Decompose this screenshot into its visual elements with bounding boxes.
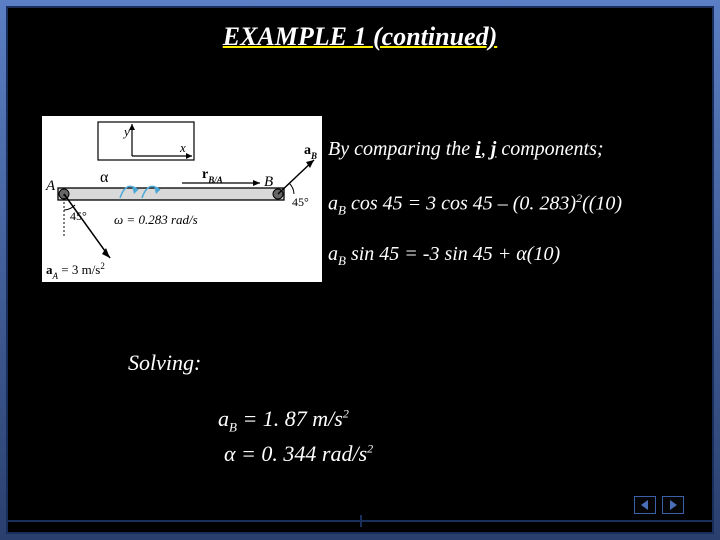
chevron-right-icon — [667, 499, 679, 511]
chevron-left-icon — [639, 499, 651, 511]
equation-block: By comparing the i, j components; aB cos… — [328, 138, 622, 293]
point-a-label: A — [45, 178, 56, 194]
nav-prev-button[interactable] — [634, 496, 656, 514]
ab-label: a — [304, 143, 311, 158]
results-block: aB = 1. 87 m/s2 α = 0. 344 rad/s2 — [218, 406, 373, 473]
solving-label: Solving: — [128, 350, 201, 376]
slide-title: EXAMPLE 1 (continued) — [8, 22, 712, 52]
alpha-label: α — [100, 169, 109, 186]
footer-divider — [8, 520, 712, 522]
axis-y-label: y — [122, 124, 130, 139]
result-alpha: α = 0. 344 rad/s2 — [218, 441, 373, 467]
point-b-label: B — [264, 174, 273, 190]
svg-text:aB: aB — [304, 143, 317, 161]
nav-next-button[interactable] — [662, 496, 684, 514]
equation-1: aB cos 45 = 3 cos 45 – (0. 283)2((10) — [328, 191, 622, 219]
svg-text:aA = 3 m/s2: aA = 3 m/s2 — [46, 261, 105, 281]
omega-label: ω = 0.283 rad/s — [114, 212, 198, 227]
components-line: By comparing the i, j components; — [328, 138, 622, 161]
mechanics-diagram: x y A B α rB/A aB — [42, 116, 322, 282]
nav-controls — [634, 496, 684, 514]
angle-45-right: 45° — [292, 195, 309, 209]
svg-text:rB/A: rB/A — [202, 167, 223, 185]
axis-x-label: x — [179, 140, 186, 155]
result-ab: aB = 1. 87 m/s2 — [218, 406, 373, 435]
equation-2: aB sin 45 = -3 sin 45 + α(10) — [328, 243, 622, 269]
angle-45-left: 45° — [70, 209, 87, 223]
